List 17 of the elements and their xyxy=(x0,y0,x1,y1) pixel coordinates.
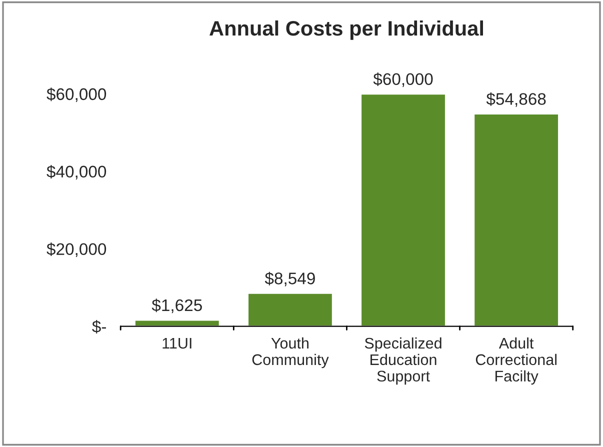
bar xyxy=(360,94,446,326)
bar xyxy=(473,113,560,326)
data-label: $8,549 xyxy=(264,272,315,286)
bar xyxy=(247,292,334,326)
x-tick-label: Youth Community xyxy=(252,337,329,368)
bar xyxy=(134,319,220,326)
x-tick-label: 11UI xyxy=(162,338,192,349)
y-tick-label: $- xyxy=(92,320,106,334)
x-tick-label: Adult Correctional Facilty xyxy=(476,337,556,385)
x-tick-label: Specialized Education Support xyxy=(364,337,442,385)
data-label: $60,000 xyxy=(373,72,433,87)
chart-title: Annual Costs per Individual xyxy=(210,20,484,40)
data-label: $1,625 xyxy=(152,298,202,314)
data-label: $54,868 xyxy=(486,92,546,107)
y-tick-label: $40,000 xyxy=(46,165,106,180)
y-tick-label: $20,000 xyxy=(46,242,106,257)
y-tick-label: $60,000 xyxy=(46,88,106,102)
